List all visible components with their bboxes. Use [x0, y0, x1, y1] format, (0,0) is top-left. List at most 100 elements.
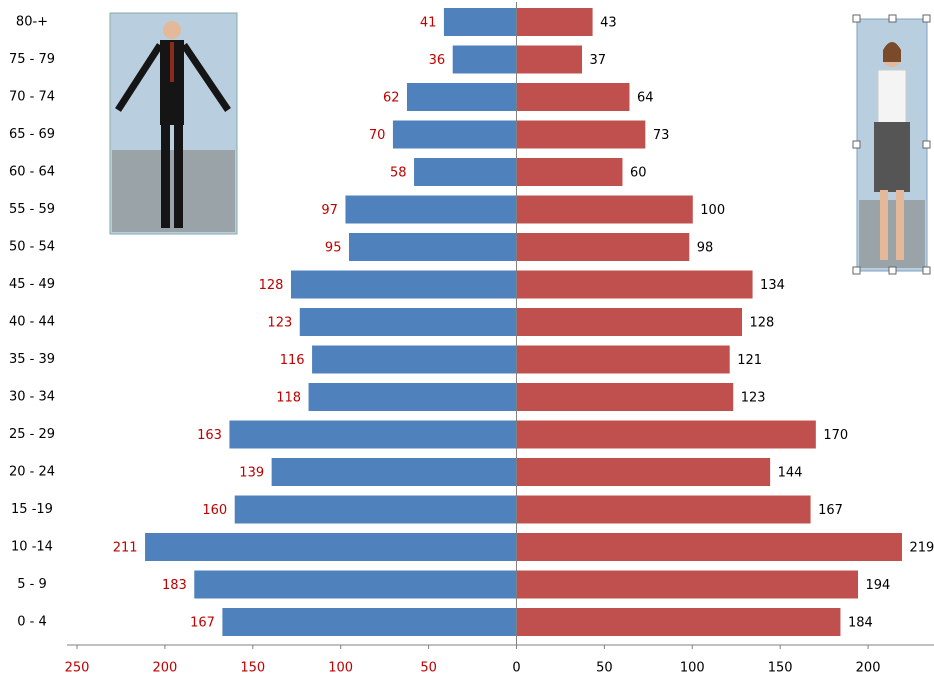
- bar: [515, 120, 646, 149]
- y-tick-label: 35 - 39: [9, 352, 55, 367]
- bar: [515, 270, 753, 299]
- value-label: 128: [750, 316, 775, 331]
- x-tick-label: 50: [596, 661, 613, 676]
- bar: [392, 120, 517, 149]
- x-tick-label: 150: [240, 661, 265, 676]
- bar: [290, 270, 517, 299]
- arm: [181, 43, 231, 112]
- value-label: 211: [113, 541, 138, 556]
- value-label: 37: [590, 53, 607, 68]
- leg: [896, 190, 904, 260]
- female-picture: [852, 14, 931, 275]
- y-tick-label: 60 - 64: [9, 165, 55, 180]
- y-tick-label: 0 - 4: [17, 615, 47, 630]
- value-label: 98: [697, 241, 714, 256]
- value-label: 118: [276, 391, 301, 406]
- bar: [145, 533, 517, 561]
- y-tick-label: 30 - 34: [9, 390, 55, 405]
- bar: [515, 383, 734, 411]
- y-tick-label: 45 - 49: [9, 277, 55, 292]
- value-label: 170: [823, 428, 848, 443]
- value-label: 194: [866, 578, 891, 593]
- arm: [115, 43, 163, 112]
- bar: [406, 83, 517, 111]
- bar: [515, 608, 841, 636]
- value-label: 73: [653, 128, 670, 143]
- x-tick-label: 100: [328, 661, 353, 676]
- bar: [515, 570, 859, 599]
- bar: [229, 420, 517, 449]
- hair: [883, 42, 901, 62]
- bar: [312, 345, 517, 374]
- bar: [348, 233, 517, 261]
- value-label: 144: [778, 466, 803, 481]
- leg: [880, 190, 888, 260]
- x-tick-label: 200: [152, 661, 177, 676]
- bar: [515, 345, 730, 374]
- x-tick-label: 250: [65, 661, 90, 676]
- value-label: 58: [390, 166, 407, 181]
- bar: [414, 158, 517, 186]
- y-tick-label: 40 - 44: [9, 315, 55, 330]
- value-label: 64: [637, 91, 654, 106]
- bar: [515, 495, 811, 524]
- bar: [194, 570, 517, 599]
- value-label: 123: [267, 316, 292, 331]
- male-picture: [109, 12, 238, 235]
- value-label: 167: [818, 503, 843, 518]
- y-tick-label: 10 -14: [11, 540, 53, 555]
- bar: [515, 533, 902, 561]
- x-tick-label: 200: [856, 661, 881, 676]
- value-label: 41: [420, 16, 437, 31]
- y-tick-label: 55 - 59: [9, 202, 55, 217]
- y-tick-label: 70 - 74: [9, 90, 55, 105]
- y-tick-label: 25 - 29: [9, 427, 55, 442]
- bar: [345, 195, 517, 224]
- picture-bg: [859, 200, 925, 268]
- bar: [515, 420, 816, 449]
- bar: [271, 458, 517, 486]
- y-tick-label: 75 - 79: [9, 52, 55, 67]
- x-tick-label: 0: [512, 661, 520, 676]
- bar: [515, 45, 583, 74]
- bar: [234, 495, 517, 524]
- skirt: [874, 122, 910, 192]
- value-label: 36: [429, 53, 446, 68]
- value-label: 128: [259, 278, 284, 293]
- value-label: 167: [190, 616, 215, 631]
- value-label: 95: [325, 241, 342, 256]
- value-label: 163: [197, 428, 222, 443]
- value-label: 116: [280, 353, 305, 368]
- y-tick-label: 50 - 54: [9, 240, 55, 255]
- x-tick-label: 100: [680, 661, 705, 676]
- leg: [161, 123, 170, 228]
- value-label: 121: [737, 353, 762, 368]
- bar: [515, 233, 690, 261]
- bar: [515, 458, 771, 486]
- y-tick-label: 5 - 9: [17, 577, 47, 592]
- bar: [222, 608, 517, 636]
- head: [163, 21, 181, 39]
- value-label: 43: [600, 16, 617, 31]
- y-tick-label: 80-+: [16, 15, 48, 30]
- x-tick-label: 150: [768, 661, 793, 676]
- value-label: 184: [848, 616, 873, 631]
- y-tick-label: 20 - 24: [9, 465, 55, 480]
- value-label: 219: [909, 541, 934, 556]
- bar: [443, 8, 517, 36]
- value-label: 139: [239, 466, 264, 481]
- y-tick-label: 65 - 69: [9, 127, 55, 142]
- value-label: 160: [202, 503, 227, 518]
- bar: [515, 195, 693, 224]
- value-label: 60: [630, 166, 647, 181]
- value-label: 100: [700, 203, 725, 218]
- blouse: [877, 69, 907, 126]
- value-label: 97: [321, 203, 338, 218]
- y-tick-label: 15 -19: [11, 502, 53, 517]
- bar: [515, 158, 623, 186]
- value-label: 62: [383, 91, 400, 106]
- value-label: 70: [369, 128, 386, 143]
- bar: [299, 308, 517, 336]
- bar: [515, 83, 630, 111]
